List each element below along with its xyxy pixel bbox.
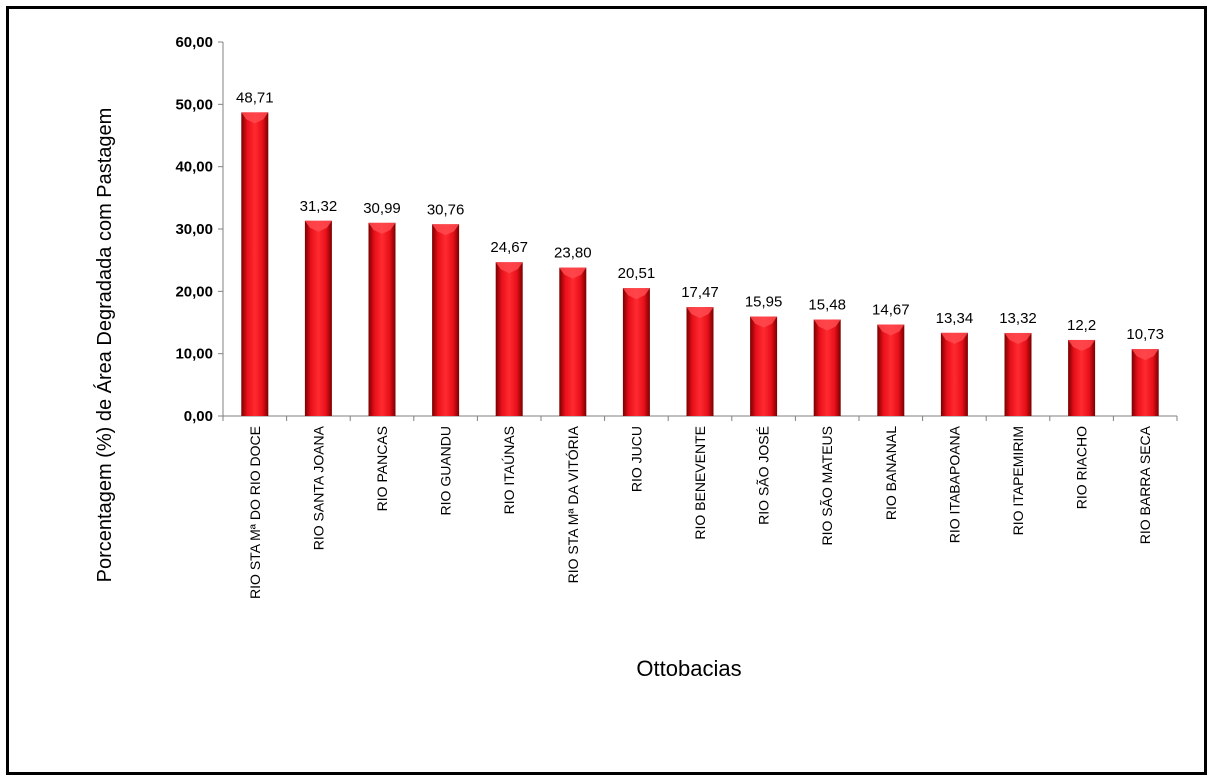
bar-group	[304, 220, 332, 416]
y-tick-label: 40,00	[175, 159, 213, 176]
data-label: 24,67	[490, 239, 528, 256]
bar-cap	[1004, 332, 1032, 344]
data-label: 30,99	[363, 200, 401, 217]
bar-chart: 0,00 10,00 20,00 30,00 40,00 50,00 60,00 48,71…	[93, 34, 1178, 681]
bar	[940, 332, 968, 416]
y-tick-label: 20,00	[175, 283, 213, 300]
bar-cap	[940, 332, 968, 344]
bar-group	[686, 307, 714, 416]
data-label: 20,51	[618, 265, 656, 282]
bar-group	[559, 267, 587, 416]
category-label: RIO ITABAPOANA	[946, 425, 962, 543]
bar-group	[750, 316, 778, 416]
bar	[813, 319, 841, 416]
category-label: RIO BARRA SECA	[1137, 425, 1153, 544]
data-label: 15,95	[745, 294, 783, 311]
chart-frame: 0,00 10,00 20,00 30,00 40,00 50,00 60,00 48,71…	[6, 6, 1207, 775]
category-labels: RIO STA Mª DO RIO DOCE RIO SANTA JOANA RIO…	[247, 425, 1153, 599]
bar-cap	[368, 222, 396, 234]
x-axis-title: Ottobacias	[636, 656, 741, 681]
bar-cap	[304, 220, 332, 232]
bar-group	[368, 222, 396, 416]
data-label: 15,48	[808, 297, 846, 314]
bar-group	[940, 332, 968, 416]
y-tick-label: 10,00	[175, 346, 213, 363]
bar-cap	[622, 288, 650, 300]
y-axis-title: Porcentagem (%) de Área Degradada com Pa…	[93, 108, 116, 583]
x-axis-ticks	[222, 416, 1178, 421]
bar-group	[1068, 339, 1096, 416]
bar-cap	[813, 319, 841, 331]
bar-cap	[495, 262, 523, 274]
data-label: 17,47	[681, 284, 719, 301]
data-label: 48,71	[236, 89, 274, 106]
bar-group	[1004, 332, 1032, 416]
category-label: RIO ITAPEMIRIM	[1010, 426, 1026, 535]
bar	[1131, 349, 1159, 416]
category-label: RIO SANTA JOANA	[310, 425, 326, 550]
data-label: 14,67	[872, 302, 910, 319]
bar	[241, 112, 269, 417]
category-label: RIO GUANDU	[438, 426, 454, 515]
data-label: 30,76	[427, 201, 465, 218]
bar	[559, 267, 587, 416]
bar-cap	[432, 224, 460, 236]
bar-group	[622, 288, 650, 416]
y-tick-label: 0,00	[184, 408, 213, 425]
bar	[686, 307, 714, 416]
bar-cap	[686, 307, 714, 319]
category-label: RIO BANANAL	[883, 426, 899, 520]
bar	[304, 220, 332, 416]
bar-group	[813, 319, 841, 416]
data-labels: 48,71 31,32 30,99 30,76 24,67 23,80 20,51 17,47…	[236, 89, 1164, 343]
category-label: RIO JUCU	[628, 426, 644, 492]
y-tick-label: 60,00	[175, 34, 213, 51]
category-label: RIO ITAÚNAS	[501, 426, 517, 514]
category-label: RIO SÃO JOSÉ	[756, 426, 772, 525]
y-axis-ticks: 0,00 10,00 20,00 30,00 40,00 50,00 60,00	[175, 34, 223, 425]
bar	[1004, 332, 1032, 416]
bar	[622, 288, 650, 416]
data-label: 31,32	[300, 198, 338, 215]
bar-group	[877, 324, 905, 416]
bar-cap	[1068, 339, 1096, 351]
category-label: RIO SÃO MATEUS	[819, 426, 835, 546]
bar	[750, 316, 778, 416]
category-label: RIO RIACHO	[1074, 426, 1090, 509]
y-tick-label: 30,00	[175, 221, 213, 238]
bar-cap	[241, 112, 269, 124]
bar-group	[495, 262, 523, 416]
y-tick-label: 50,00	[175, 96, 213, 113]
bar-group	[432, 224, 460, 416]
data-label: 10,73	[1126, 326, 1164, 343]
bar-group	[241, 112, 269, 417]
bars	[241, 112, 1159, 417]
bar-cap	[1131, 349, 1159, 361]
bar-cap	[559, 267, 587, 279]
category-label: RIO STA Mª DA VITÓRIA	[565, 425, 581, 583]
data-label: 23,80	[554, 245, 592, 262]
data-label: 13,32	[999, 310, 1037, 327]
bar-cap	[877, 324, 905, 336]
bar-group	[1131, 349, 1159, 416]
bar	[432, 224, 460, 416]
category-label: RIO STA Mª DO RIO DOCE	[247, 426, 263, 599]
bar	[1068, 339, 1096, 416]
category-label: RIO PANCAS	[374, 426, 390, 511]
bar	[368, 222, 396, 416]
bar	[495, 262, 523, 416]
category-label: RIO BENEVENTE	[692, 426, 708, 540]
data-label: 13,34	[936, 310, 974, 327]
bar-cap	[750, 316, 778, 328]
data-label: 12,2	[1067, 317, 1096, 334]
bar	[877, 324, 905, 416]
